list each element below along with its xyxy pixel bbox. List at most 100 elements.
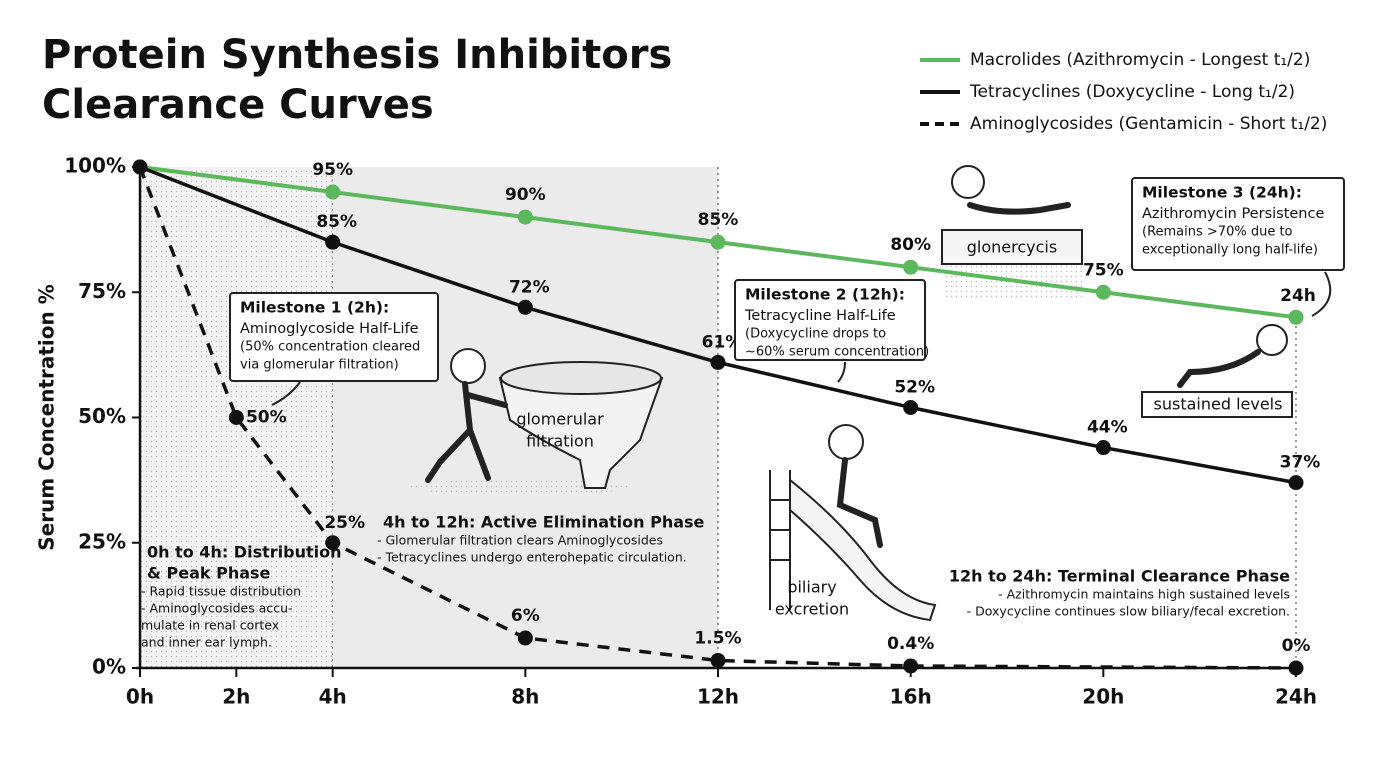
data-point <box>1288 309 1304 325</box>
value-label: 90% <box>505 185 546 205</box>
figure-body <box>1177 349 1261 388</box>
data-point <box>903 259 919 275</box>
value-label: 6% <box>511 606 540 626</box>
sofa <box>941 229 1083 265</box>
phase-note: - Doxycycline continues slow biliary/fec… <box>967 604 1290 619</box>
y-tick-label: 25% <box>78 529 126 553</box>
callout-title: Milestone 1 (2h): <box>240 299 389 317</box>
data-point <box>1288 660 1304 676</box>
value-label: 50% <box>246 408 287 428</box>
value-label: 80% <box>890 235 931 255</box>
illustration-label: excretion <box>775 600 849 619</box>
callout-line: Tetracycline Half-Life <box>744 308 896 324</box>
phase-note: - Azithromycin maintains high sustained … <box>998 587 1290 602</box>
x-tick-label: 16h <box>890 685 932 709</box>
chart-title: Protein Synthesis Inhibitors Clearance C… <box>42 32 673 128</box>
data-point <box>325 234 341 250</box>
data-point <box>710 652 726 668</box>
data-point <box>228 410 244 425</box>
data-point <box>903 399 919 415</box>
phase-note: and inner ear lymph. <box>141 635 272 650</box>
phase-note: - Tetracyclines undergo enterohepatic ci… <box>377 550 687 565</box>
y-axis-label: Serum Concentration % <box>35 284 59 551</box>
data-point <box>1095 284 1111 300</box>
x-tick-label: 0h <box>126 685 154 709</box>
phase-note: - Glomerular filtration clears Aminoglyc… <box>377 533 663 548</box>
phase-title: & Peak Phase <box>147 564 271 583</box>
slide <box>769 470 937 622</box>
illustration-label: filtration <box>526 432 594 451</box>
callout-box <box>734 279 926 361</box>
y-tick-label: 50% <box>78 404 126 428</box>
value-label: 1.5% <box>694 628 741 648</box>
funnel-top <box>500 361 662 395</box>
phase-note: - Aminoglycosides accu- <box>141 601 293 616</box>
callout-line: Aminoglycoside Half-Life <box>240 321 419 337</box>
data-point <box>325 184 341 200</box>
callout-title: Milestone 3 (24h): <box>1142 184 1302 202</box>
callout-line: (50% concentration cleared <box>240 340 420 355</box>
data-point <box>1288 475 1304 491</box>
lounger <box>1141 391 1293 418</box>
callout-line: (Doxycycline drops to <box>745 327 886 342</box>
x-tick-label: 2h <box>222 685 250 709</box>
illustration-label: glonercycis <box>967 238 1057 257</box>
legend-label: Macrolides (Azithromycin - Longest t₁/2) <box>970 50 1310 70</box>
callout-arrow <box>1311 271 1332 317</box>
y-tick-label: 0% <box>92 655 126 679</box>
shadow <box>410 479 630 495</box>
data-point <box>710 234 726 250</box>
illustration-label: glomerular <box>516 410 604 429</box>
phase-note: - Rapid tissue distribution <box>141 584 301 599</box>
figure-body <box>967 202 1071 215</box>
data-point <box>132 159 148 175</box>
figure-head <box>828 424 864 460</box>
value-label: 0.4% <box>887 634 934 654</box>
callout-line: Azithromycin Persistence <box>1142 206 1324 222</box>
callout-line: (Remains >70% due to <box>1142 225 1293 240</box>
value-label: 44% <box>1087 418 1128 438</box>
data-point <box>517 630 533 646</box>
x-tick-label: 20h <box>1082 685 1124 709</box>
value-label: 0% <box>1282 636 1311 656</box>
figure-head <box>450 348 486 384</box>
data-point <box>325 535 341 551</box>
figure-head <box>951 165 985 199</box>
callout-line: exceptionally long half-life) <box>1142 243 1318 258</box>
data-point <box>1095 440 1111 456</box>
callout-box <box>1131 177 1345 271</box>
callout-arrow <box>837 361 846 383</box>
legend-label: Aminoglycosides (Gentamicin - Short t₁/2… <box>970 114 1327 134</box>
value-label: 52% <box>894 377 935 397</box>
annotation: 24h <box>1280 286 1316 306</box>
x-tick-label: 4h <box>319 685 347 709</box>
x-tick-label: 24h <box>1275 685 1317 709</box>
value-label: 75% <box>1083 260 1124 280</box>
callout-title: Milestone 2 (12h): <box>745 286 905 304</box>
figure-head <box>1256 324 1288 356</box>
x-tick-label: 12h <box>697 685 739 709</box>
phase-title: 4h to 12h: Active Elimination Phase <box>383 513 705 532</box>
value-label: 61% <box>702 332 743 352</box>
legend-label: Tetracyclines (Doxycycline - Long t₁/2) <box>969 82 1295 102</box>
callout-line: via glomerular filtration) <box>240 358 399 373</box>
y-tick-label: 100% <box>64 154 126 178</box>
value-label: 85% <box>316 212 357 232</box>
data-point <box>517 209 533 225</box>
figure-body <box>836 457 883 548</box>
value-label: 85% <box>698 210 739 230</box>
phase-title: 0h to 4h: Distribution <box>147 543 341 562</box>
value-label: 95% <box>312 160 353 180</box>
value-label: 72% <box>509 277 550 297</box>
callout-box <box>229 292 439 382</box>
illustration-label: sustained levels <box>1154 395 1283 414</box>
callout-line: ~60% serum concentration) <box>745 345 929 360</box>
data-point <box>517 299 533 315</box>
data-point <box>710 354 726 370</box>
phase-note: mulate in renal cortex <box>141 618 279 633</box>
phase-title: 12h to 24h: Terminal Clearance Phase <box>949 567 1290 586</box>
figure-body <box>425 381 508 483</box>
illustration-label: biliary <box>787 578 836 597</box>
